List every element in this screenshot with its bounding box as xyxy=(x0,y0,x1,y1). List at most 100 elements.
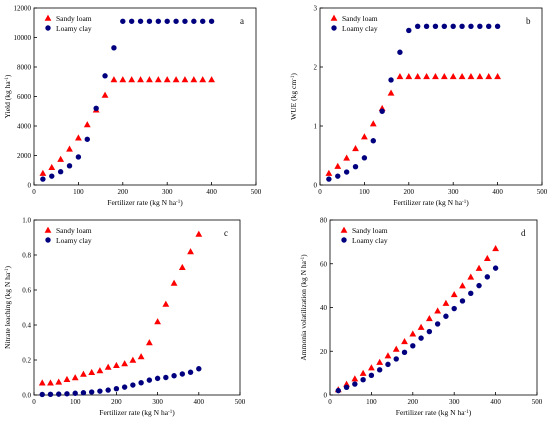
loamy-clay-point xyxy=(64,391,70,397)
sandy-loam-point xyxy=(128,76,136,83)
loamy-clay-point xyxy=(326,176,332,182)
sandy-loam-point xyxy=(39,169,47,176)
loamy-clay-point xyxy=(138,380,144,386)
legend-marker xyxy=(340,226,348,233)
loamy-clay-point xyxy=(484,274,491,280)
y-tick-label: 0.0 xyxy=(22,392,31,400)
legend-entry: Loamy clay xyxy=(352,236,388,245)
loamy-clay-point xyxy=(352,381,358,387)
sandy-loam-point xyxy=(55,378,63,385)
x-tick-label: 300 xyxy=(162,188,173,196)
sandy-loam-point xyxy=(450,290,458,298)
y-tick-label: 0.8 xyxy=(22,252,31,260)
loamy-clay-point xyxy=(146,18,153,24)
plot-frame xyxy=(329,219,538,396)
loamy-clay-point xyxy=(494,23,501,29)
loamy-clay-point xyxy=(343,169,350,175)
panel-label: c xyxy=(224,228,228,238)
x-tick-label: 200 xyxy=(408,398,419,406)
chart-panel-d: 0 100 200 300 400 500 0 20 40 60 80 Fertilizer rate… xyxy=(299,217,543,418)
loamy-clay-point xyxy=(111,45,117,51)
sandy-loam-point xyxy=(162,300,170,307)
y-tick-label: 0 xyxy=(314,182,318,190)
y-tick-label: 1 xyxy=(314,123,318,131)
x-tick-label: 400 xyxy=(206,188,217,196)
sandy-loam-point xyxy=(467,273,475,280)
sandy-loam-point xyxy=(405,73,413,80)
legend-entry: Sandy loam xyxy=(352,226,388,235)
sandy-loam-point xyxy=(208,76,215,83)
loamy-clay-point xyxy=(451,305,457,312)
x-tick-label: 200 xyxy=(404,188,415,196)
loamy-clay-point xyxy=(450,23,456,29)
plot-frame xyxy=(33,7,257,186)
loamy-clay-point xyxy=(56,391,62,397)
x-tick-label: 200 xyxy=(111,398,122,406)
y-tick-label: 10000 xyxy=(14,34,32,42)
chart-panel-a: 0 100 200 300 400 500 0 2000 4000 6000 8000 10000 12… xyxy=(3,5,262,208)
y-axis-label: Nitrate leaching (kg N ha-1) xyxy=(3,266,12,349)
panel-label: a xyxy=(240,16,244,26)
loamy-clay-point xyxy=(423,23,430,29)
loamy-clay-point xyxy=(196,366,202,372)
sandy-loam-point xyxy=(63,375,71,382)
sandy-loam-point xyxy=(467,73,475,80)
loamy-clay-point xyxy=(80,390,87,396)
loamy-clay-point xyxy=(128,18,135,24)
loamy-clay-point xyxy=(434,321,441,327)
loamy-clay-point xyxy=(352,164,359,170)
loamy-clay-point xyxy=(459,23,465,29)
x-tick-label: 0 xyxy=(32,188,36,196)
sandy-loam-point xyxy=(440,73,448,80)
loamy-clay-point xyxy=(171,373,177,379)
y-tick-label: 0 xyxy=(324,392,328,400)
sandy-loam-point xyxy=(121,360,129,367)
sandy-loam-point xyxy=(154,76,162,83)
loamy-clay-point xyxy=(335,173,341,179)
loamy-clay-point xyxy=(441,23,448,29)
legend-marker xyxy=(45,25,51,31)
sandy-loam-point xyxy=(80,370,87,377)
y-tick-label: 1.0 xyxy=(22,217,31,225)
sandy-loam-point xyxy=(66,145,73,152)
sandy-loam-point xyxy=(359,369,367,376)
sandy-loam-point xyxy=(199,76,207,83)
sandy-loam-point xyxy=(387,89,395,96)
x-tick-label: 0 xyxy=(328,398,332,406)
sandy-loam-point xyxy=(423,73,430,80)
loamy-clay-point xyxy=(187,369,194,375)
loamy-clay-point xyxy=(93,105,99,112)
sandy-loam-point xyxy=(119,76,127,83)
sandy-loam-point xyxy=(432,73,439,80)
loamy-clay-point xyxy=(105,387,111,393)
loamy-clay-point xyxy=(182,18,188,24)
sandy-loam-point xyxy=(361,133,368,140)
loamy-clay-point xyxy=(57,169,64,175)
loamy-clay-point xyxy=(361,155,368,161)
y-tick-label: 2000 xyxy=(17,152,32,160)
sandy-loam-point xyxy=(145,339,153,346)
sandy-loam-point xyxy=(442,299,450,306)
y-tick-label: 12000 xyxy=(14,5,32,13)
loamy-clay-point xyxy=(410,343,416,349)
y-tick-label: 8000 xyxy=(17,64,32,72)
y-tick-label: 0.2 xyxy=(22,357,31,365)
sandy-loam-point xyxy=(96,367,104,374)
panel-label: b xyxy=(526,16,531,26)
loamy-clay-point xyxy=(154,375,161,382)
legend-marker xyxy=(44,226,52,233)
loamy-clay-point xyxy=(368,372,375,379)
sandy-loam-point xyxy=(83,121,91,128)
sandy-loam-point xyxy=(494,73,501,80)
x-tick-label: 400 xyxy=(492,188,503,196)
y-tick-label: 20 xyxy=(320,348,328,356)
loamy-clay-point xyxy=(397,49,403,55)
x-tick-label: 400 xyxy=(194,398,205,406)
sandy-loam-point xyxy=(414,73,422,80)
legend-entry: Sandy loam xyxy=(56,14,92,23)
legend-entry: Sandy loam xyxy=(342,14,378,23)
loamy-clay-point xyxy=(163,374,169,381)
sandy-loam-point xyxy=(57,155,65,162)
sandy-loam-point xyxy=(476,73,484,80)
